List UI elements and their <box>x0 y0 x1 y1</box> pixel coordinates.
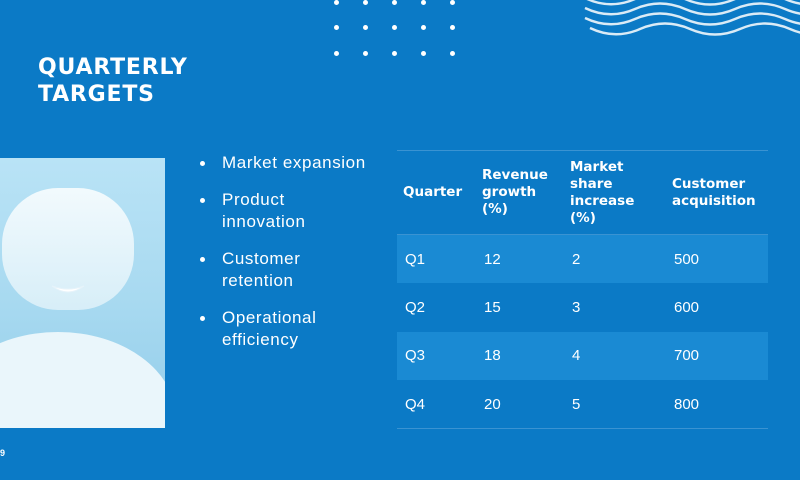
table-cell: 500 <box>674 250 700 268</box>
bullet-item: Market expansion <box>196 152 371 174</box>
title-line-1: QUARTERLY <box>38 55 188 80</box>
table-row: Q3 18 4 700 <box>397 331 768 380</box>
table-row: Q1 12 2 500 <box>397 234 768 283</box>
table-cell: 600 <box>674 298 700 316</box>
table-cell: 800 <box>674 395 700 413</box>
title-line-2: TARGETS <box>38 82 155 107</box>
table-cell: 3 <box>572 298 581 316</box>
table-cell: Q2 <box>405 298 426 316</box>
table-row: Q2 15 3 600 <box>397 283 768 332</box>
bullet-item: Product innovation <box>196 189 371 233</box>
bullet-item: Operational efficiency <box>196 307 371 351</box>
column-header: Revenue growth (%) <box>482 167 548 217</box>
person-silhouette-icon <box>0 188 165 428</box>
column-header: Customer acquisition <box>672 175 756 209</box>
table-cell: 5 <box>572 395 581 413</box>
page-title: QUARTERLY TARGETS <box>38 54 188 108</box>
decorative-wave-lines <box>584 0 800 36</box>
table-cell: 20 <box>484 395 501 413</box>
table-row: Q4 20 5 800 <box>397 380 768 429</box>
table-header-row: Quarter Revenue growth (%) Market share … <box>397 150 768 235</box>
table-cell: 4 <box>572 347 581 365</box>
table-cell: 700 <box>674 347 700 365</box>
column-header: Market share increase (%) <box>570 158 635 226</box>
table-cell: 12 <box>484 250 501 268</box>
page-number: 9 <box>0 448 6 458</box>
person-placeholder-image <box>0 158 165 428</box>
table-cell: 18 <box>484 347 501 365</box>
column-header: Quarter <box>403 184 463 200</box>
bullet-item: Customer retention <box>196 248 371 292</box>
table-cell: Q1 <box>405 250 426 268</box>
table-cell: 2 <box>572 250 581 268</box>
decorative-dot-grid <box>330 0 470 64</box>
targets-table: Quarter Revenue growth (%) Market share … <box>397 150 768 429</box>
table-cell: Q3 <box>405 347 426 365</box>
table-cell: Q4 <box>405 395 426 413</box>
table-cell: 15 <box>484 298 501 316</box>
bullet-list: Market expansion Product innovation Cust… <box>196 152 371 366</box>
